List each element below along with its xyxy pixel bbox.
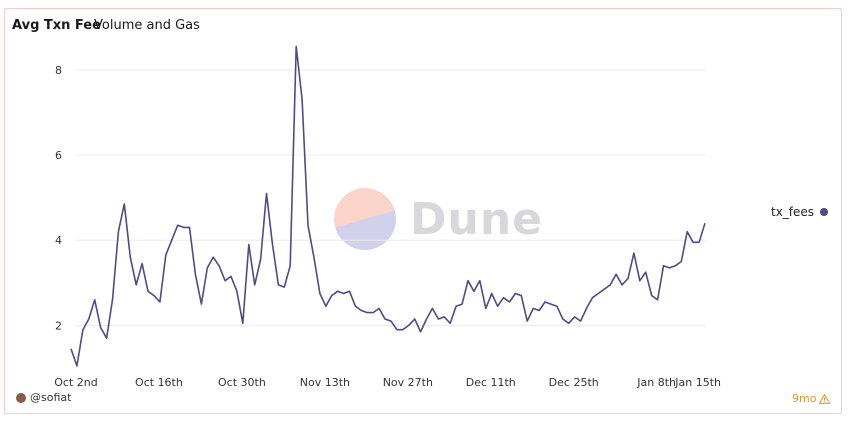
author-name: @sofiat (30, 391, 72, 404)
dune-watermark-text: Dune (410, 193, 544, 245)
x-tick-label: Oct 30th (218, 376, 266, 389)
x-tick-label: Oct 2nd (54, 376, 97, 389)
y-tick-label: 4 (55, 234, 62, 247)
x-tick-label: Oct 16th (135, 376, 183, 389)
gridlines (76, 69, 706, 326)
age-badge[interactable]: 9mo (792, 392, 831, 405)
x-tick-label: Jan 15th (674, 376, 721, 389)
x-tick-label: Jan 8th (636, 376, 676, 389)
x-tick-label: Dec 25th (549, 376, 599, 389)
user-avatar (16, 392, 26, 403)
chart-card (4, 8, 842, 414)
author-link[interactable]: @sofiat (16, 391, 71, 404)
y-tick-label: 2 (55, 319, 62, 332)
chart-title-tab[interactable]: Avg Txn Fee (12, 18, 101, 33)
x-tick-label: Nov 27th (383, 376, 433, 389)
x-axis-ticks: Oct 2nd Oct 16th Oct 30th Nov 13th Nov 27th D… (54, 376, 721, 389)
age-text: 9mo (792, 392, 817, 405)
legend-label: tx_fees (771, 205, 815, 219)
y-tick-label: 6 (55, 149, 62, 162)
y-axis-ticks: 2 4 6 8 (55, 64, 62, 333)
x-tick-label: Nov 13th (300, 376, 350, 389)
chart-subtitle-tab[interactable]: Volume and Gas (94, 18, 200, 33)
legend[interactable]: tx_fees (771, 205, 829, 219)
legend-marker (820, 208, 829, 216)
series-line-tx-fees (70, 45, 706, 367)
x-tick-label: Dec 11th (466, 376, 516, 389)
warning-icon (819, 393, 831, 404)
y-tick-label: 8 (55, 64, 62, 77)
